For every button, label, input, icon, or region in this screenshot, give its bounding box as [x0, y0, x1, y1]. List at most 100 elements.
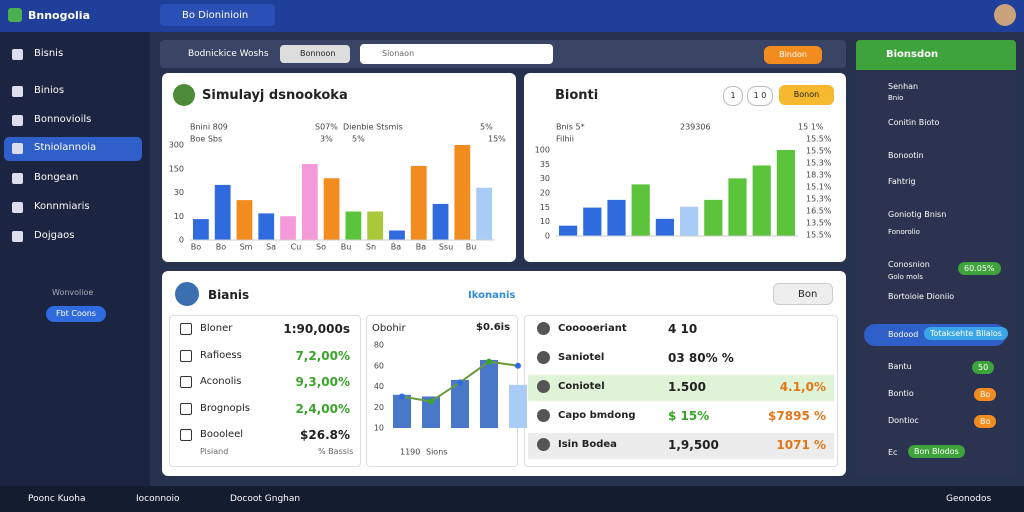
row-highlight: [528, 433, 834, 459]
sidebar-item[interactable]: Bisnis: [34, 48, 64, 59]
sidebar-item[interactable]: Konnmiaris: [34, 201, 90, 212]
right-panel: [856, 40, 1016, 476]
button[interactable]: Bon: [773, 283, 833, 305]
sidebar-icon: [12, 173, 23, 184]
row-label: Saniotel: [558, 352, 605, 363]
panel-item[interactable]: Senhan: [888, 82, 919, 91]
panel-item[interactable]: Conosnion: [888, 260, 930, 269]
chart-title: Obohir: [372, 323, 406, 334]
row-icon: [537, 322, 550, 335]
toolbar-button[interactable]: Bindon: [764, 46, 822, 64]
list-sub: Pisiand: [200, 447, 229, 456]
chart-box: [366, 315, 518, 467]
sidebar: [0, 32, 150, 486]
toolbar-title: Bodnickice Woshs: [188, 49, 269, 59]
list-label: Rafioess: [200, 349, 242, 361]
list-label: Brognopls: [200, 402, 251, 414]
badge[interactable]: Bon Blodos: [908, 445, 965, 458]
list-label: Boooleel: [200, 429, 244, 440]
list-label: Aconolis: [200, 376, 242, 387]
taskbar-item[interactable]: Docoot Gnghan: [230, 494, 301, 504]
list-value: 2,4,00%: [295, 401, 350, 416]
panel-item[interactable]: Golo mols: [888, 273, 923, 281]
button[interactable]: Bonon: [779, 85, 834, 105]
panel-item[interactable]: Ec: [888, 448, 898, 457]
sidebar-item[interactable]: Bonnovioils: [34, 114, 92, 125]
badge[interactable]: 50: [972, 361, 995, 374]
badge[interactable]: Bo: [974, 415, 997, 428]
panel-item[interactable]: Goniotig Bnisn: [888, 210, 947, 219]
link[interactable]: Ikonanis: [468, 290, 516, 301]
row-highlight: [528, 375, 834, 401]
row-icon: [537, 409, 550, 422]
row-value: 1071 %: [776, 438, 826, 452]
logo: [8, 8, 22, 22]
avatar[interactable]: [994, 4, 1016, 26]
taskbar-item[interactable]: Ioconnoio: [136, 494, 180, 504]
toolbar-search[interactable]: Sionaon: [360, 44, 553, 64]
button[interactable]: 1: [723, 86, 743, 106]
sidebar-button[interactable]: Fbt Coons: [46, 306, 106, 322]
panel-item[interactable]: Fonorolio: [888, 228, 920, 236]
list-icon: [180, 349, 192, 362]
list-icon: [180, 323, 192, 335]
row-value: 1.500: [668, 380, 706, 394]
brand: Bnnogolia: [28, 9, 90, 22]
sidebar-item[interactable]: Stniolannoia: [34, 142, 97, 153]
panel-item[interactable]: Bortoioie Dioniio: [888, 292, 955, 301]
row-icon: [537, 351, 550, 364]
row-value: 1,9,500: [668, 438, 719, 452]
chart-value: $0.6is: [476, 322, 511, 333]
panel-header: [856, 40, 1016, 70]
row-label: Capo bmdong: [558, 410, 636, 421]
button[interactable]: 1 0: [747, 86, 773, 106]
row-icon: [537, 438, 550, 451]
search-box[interactable]: [160, 4, 275, 26]
panel-item[interactable]: Bnio: [888, 94, 904, 102]
row-value: 4.1,0%: [779, 380, 826, 394]
sidebar-item[interactable]: Bongean: [34, 172, 79, 183]
list-value: $26.8%: [300, 428, 350, 442]
panel-item[interactable]: Conitin Bioto: [888, 118, 940, 127]
panel-item[interactable]: Bonootin: [888, 151, 924, 160]
card-title: Bionti: [555, 88, 599, 103]
row-label: Cooooeriant: [558, 323, 627, 334]
sidebar-icon: [12, 115, 23, 126]
taskbar-item[interactable]: Geonodos: [946, 494, 992, 504]
list-icon: [180, 429, 192, 441]
sidebar-icon: [12, 202, 23, 213]
panel-item[interactable]: Dontioc: [888, 416, 919, 425]
list-sub: % Bassis: [318, 447, 354, 456]
sidebar-icon: [12, 49, 23, 60]
panel-item[interactable]: Bantu: [888, 362, 912, 371]
badge[interactable]: Totaksehte Bllalos: [924, 327, 1008, 340]
sidebar-note: Wonvolioe: [52, 288, 94, 297]
list-value: 7,2,00%: [295, 348, 350, 363]
list-icon: [180, 376, 192, 388]
panel-item[interactable]: Bodood: [888, 330, 919, 339]
row-value: 03 80% %: [668, 351, 734, 365]
sidebar-item[interactable]: Binios: [34, 85, 65, 96]
row-icon: [537, 380, 550, 393]
row-label: Isin Bodea: [558, 439, 617, 450]
topbar: [0, 0, 1024, 32]
card-title: Simulayj dsnookoka: [202, 88, 348, 103]
panel-title: Bionsdon: [886, 49, 939, 60]
dropdown[interactable]: Bonnoon: [280, 45, 350, 63]
badge[interactable]: Bo: [974, 388, 997, 401]
panel-item[interactable]: Bontio: [888, 389, 914, 398]
sidebar-icon: [12, 231, 23, 242]
avatar: [175, 282, 199, 306]
search-text: Bo Dioninioin: [182, 10, 249, 21]
badge[interactable]: 60.05%: [958, 262, 1001, 275]
taskbar-item[interactable]: Poonc Kuoha: [28, 494, 86, 504]
panel-item[interactable]: Fahtrig: [888, 177, 916, 186]
taskbar: [0, 486, 1024, 512]
sidebar-icon: [12, 86, 23, 97]
list-box: [169, 315, 361, 467]
list-icon: [180, 402, 192, 415]
sidebar-item[interactable]: Dojgaos: [34, 230, 75, 241]
list-value: 1:90,000s: [283, 322, 350, 336]
list-value: 9,3,00%: [295, 375, 350, 389]
